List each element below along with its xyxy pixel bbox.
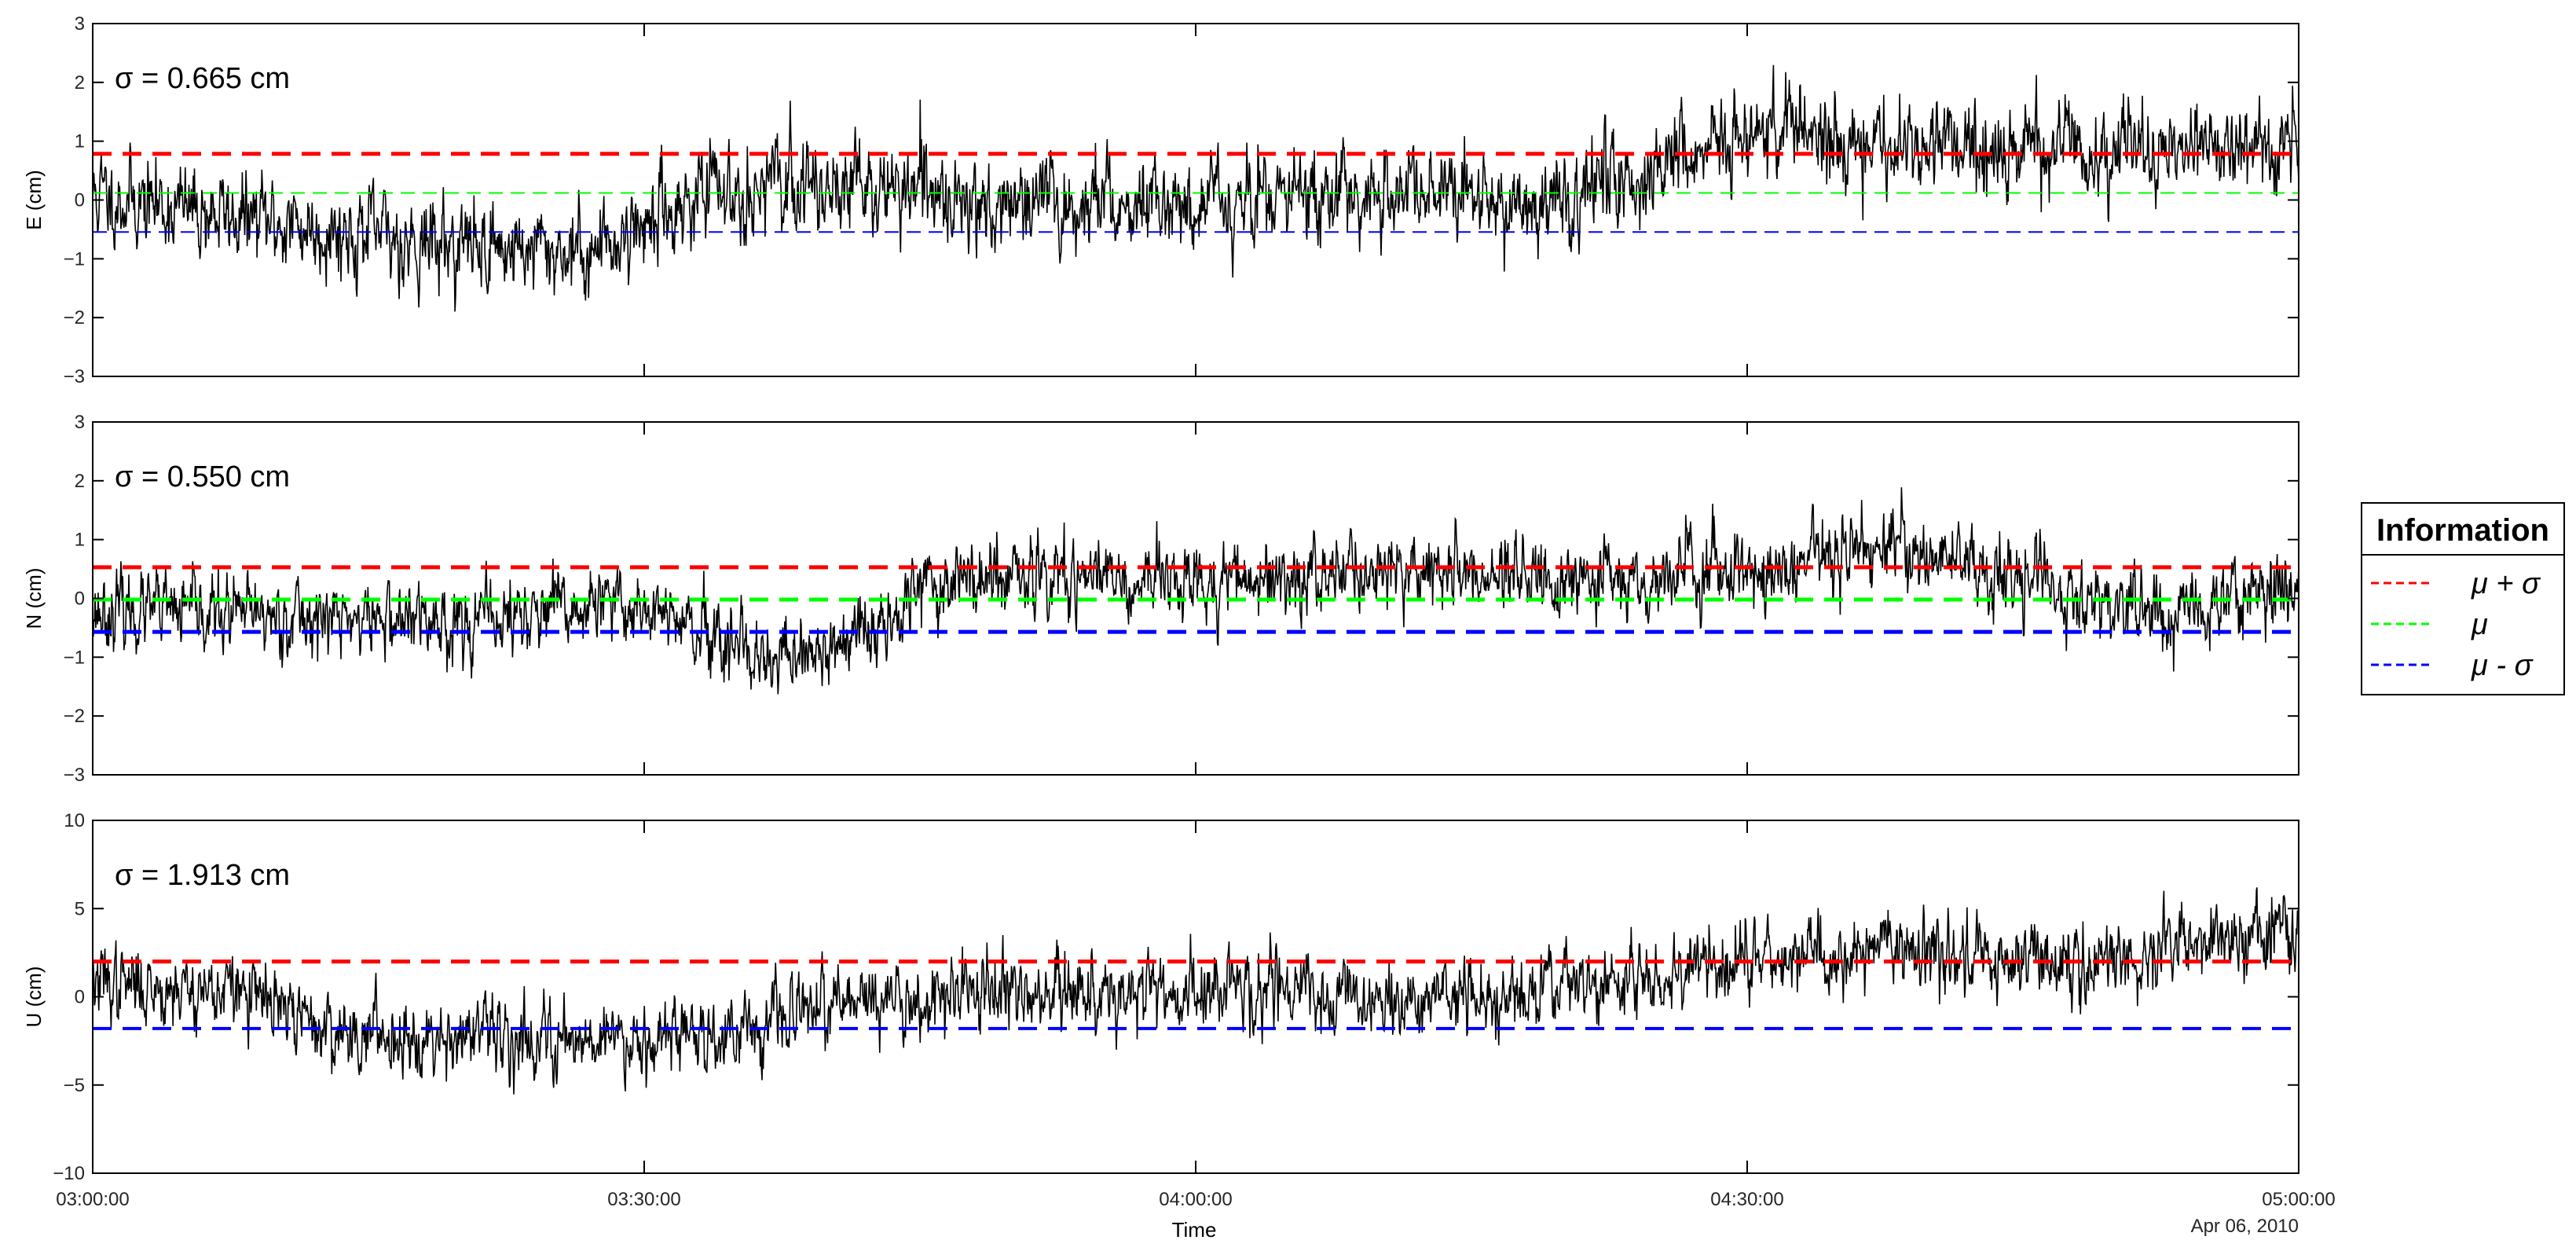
legend-label-1: μ <box>2471 608 2488 641</box>
y-tick-label-3-2: 0 <box>75 987 85 1008</box>
y-tick-label-2-1: 2 <box>75 471 85 492</box>
x-tick-label-4: 05:00:00 <box>2262 1189 2335 1210</box>
y-tick-label-1-5: −2 <box>64 307 85 328</box>
x-tick-label-3: 04:30:00 <box>1710 1189 1783 1210</box>
y-axis-label-2: N (cm) <box>22 568 46 629</box>
legend: Information μ + σ μ μ - σ <box>2361 502 2565 695</box>
y-tick-label-1-6: −3 <box>64 366 85 387</box>
y-tick-label-2-2: 1 <box>75 530 85 551</box>
y-tick-label-1-1: 2 <box>75 72 85 94</box>
sigma-annotation-3: σ = 1.913 cm <box>115 859 290 892</box>
y-axis-label-1: E (cm) <box>22 170 46 230</box>
shared-x-axis: Time Apr 06, 2010 03:00:00 03:30:00 04:00:… <box>56 1189 2335 1242</box>
sigma-annotation-2: σ = 0.550 cm <box>115 460 290 493</box>
x-tick-label-1: 03:30:00 <box>607 1189 680 1210</box>
legend-title: Information <box>2376 513 2549 548</box>
y-tick-label-3-1: 5 <box>75 898 85 919</box>
y-tick-label-1-4: −1 <box>64 248 85 270</box>
y-tick-label-3-4: −10 <box>53 1163 85 1184</box>
legend-box <box>2361 502 2565 695</box>
series-line-1 <box>93 64 2299 312</box>
y-tick-label-1-0: 3 <box>75 13 85 35</box>
y-tick-label-2-3: 0 <box>75 589 85 610</box>
x-tick-label-0: 03:00:00 <box>56 1189 129 1210</box>
x-axis-label: Time <box>1172 1218 1217 1242</box>
subplot-1: 3 2 1 0 −1 −2 −3 E (cm) σ = 0.665 cm <box>22 13 2299 387</box>
y-tick-label-3-0: 10 <box>64 810 85 831</box>
y-tick-label-2-6: −3 <box>64 765 85 786</box>
date-label: Apr 06, 2010 <box>2191 1216 2299 1237</box>
legend-items: μ + σ μ μ - σ <box>2371 567 2541 682</box>
y-axis-label-3: U (cm) <box>22 967 46 1028</box>
y-tick-label-2-4: −1 <box>64 647 85 668</box>
x-tick-label-2: 04:00:00 <box>1159 1189 1232 1210</box>
y-tick-label-3-3: −5 <box>64 1075 85 1096</box>
y-tick-label-1-3: 0 <box>75 190 85 211</box>
y-tick-label-2-5: −2 <box>64 706 85 727</box>
sigma-annotation-1: σ = 0.665 cm <box>115 62 290 95</box>
subplot-2: 3 2 1 0 −1 −2 −3 N (cm) σ = 0.550 cm <box>22 412 2299 786</box>
y-tick-label-1-2: 1 <box>75 131 85 152</box>
legend-label-2: μ - σ <box>2471 649 2534 682</box>
legend-label-0: μ + σ <box>2471 567 2541 600</box>
y-tick-label-2-0: 3 <box>75 412 85 433</box>
subplot-3: 10 5 0 −5 −10 U (cm) σ = 1.913 cm <box>22 810 2299 1184</box>
